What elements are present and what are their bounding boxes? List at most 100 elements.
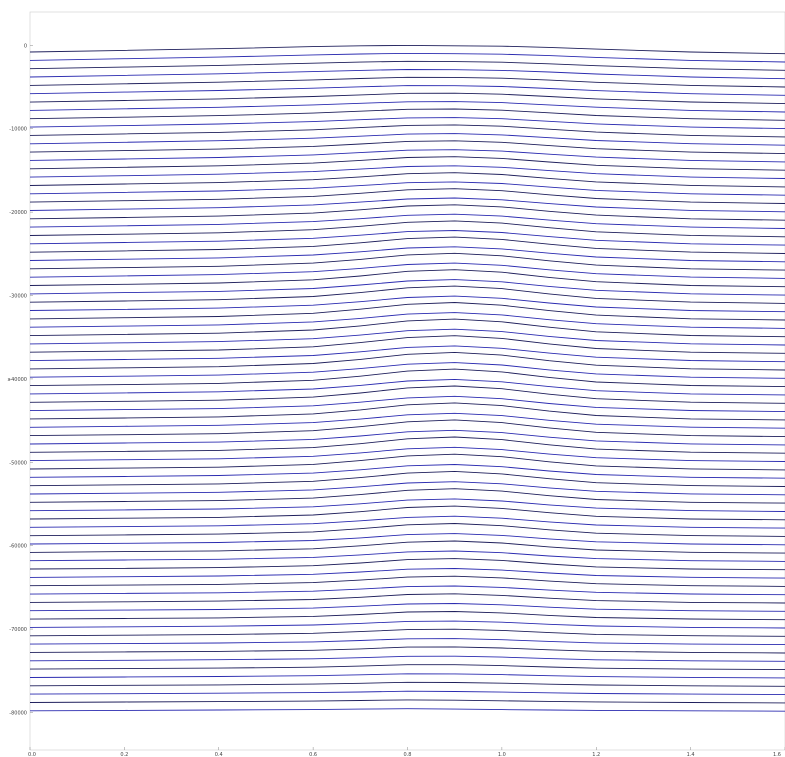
series-line-16 bbox=[29, 165, 785, 179]
series-line-52 bbox=[29, 464, 785, 479]
series-line-72 bbox=[29, 638, 785, 646]
series-line-40 bbox=[29, 362, 785, 379]
series-line-22 bbox=[29, 213, 785, 229]
series-line-20 bbox=[29, 197, 785, 213]
series-line-44 bbox=[29, 395, 785, 413]
series-line-45 bbox=[29, 402, 785, 421]
series-line-70 bbox=[29, 620, 785, 629]
series-line-10 bbox=[29, 117, 785, 130]
series-line-41 bbox=[29, 368, 785, 388]
series-line-1 bbox=[29, 44, 785, 55]
x-axis: 0.0 0.2 0.4 0.6 0.8 1.0 1.2 1.4 1.6 bbox=[28, 747, 785, 757]
series-line-31 bbox=[29, 285, 785, 304]
y-tick-label-3: -30000 bbox=[9, 294, 27, 300]
y-tick-label-6: -60000 bbox=[9, 544, 27, 550]
series-line-71 bbox=[29, 628, 785, 637]
y-tick-label-1: -10000 bbox=[9, 127, 27, 133]
series-line-77 bbox=[29, 681, 785, 687]
series-line-59 bbox=[29, 523, 785, 537]
series-line-64 bbox=[29, 568, 785, 579]
series-line-26 bbox=[29, 246, 785, 263]
x-tick-label-6: 1.2 bbox=[592, 752, 600, 757]
series-line-51 bbox=[29, 453, 785, 471]
y-tick-label-7: -70000 bbox=[9, 627, 27, 633]
series-line-47 bbox=[29, 419, 785, 438]
series-line-50 bbox=[29, 446, 785, 462]
series-line-49 bbox=[29, 436, 785, 454]
series-line-38 bbox=[29, 345, 785, 363]
x-tick-label-0: 0.0 bbox=[28, 752, 36, 757]
series-line-39 bbox=[29, 351, 785, 371]
series-line-76 bbox=[29, 673, 785, 679]
y-tick-label-2: -20000 bbox=[9, 210, 27, 216]
series-line-2 bbox=[29, 52, 785, 63]
series-line-73 bbox=[29, 646, 785, 654]
series-lines bbox=[29, 44, 785, 712]
series-line-5 bbox=[29, 76, 785, 88]
series-line-32 bbox=[29, 295, 785, 313]
series-line-65 bbox=[29, 575, 785, 587]
series-line-24 bbox=[29, 230, 785, 246]
series-line-42 bbox=[29, 378, 785, 396]
series-line-80 bbox=[29, 708, 785, 712]
series-line-27 bbox=[29, 252, 785, 271]
series-line-66 bbox=[29, 585, 785, 596]
series-line-57 bbox=[29, 505, 785, 521]
series-line-23 bbox=[29, 220, 785, 238]
y-tick-label-8: -80000 bbox=[9, 710, 27, 716]
series-line-69 bbox=[29, 611, 785, 621]
series-line-14 bbox=[29, 149, 785, 163]
series-line-30 bbox=[29, 279, 785, 296]
series-line-36 bbox=[29, 328, 785, 346]
series-line-37 bbox=[29, 335, 785, 354]
series-line-13 bbox=[29, 140, 785, 155]
series-line-17 bbox=[29, 172, 785, 188]
series-line-25 bbox=[29, 236, 785, 254]
x-tick-label-2: 0.4 bbox=[215, 752, 223, 757]
y-tick-label-4: -40000 bbox=[9, 377, 27, 383]
y-axis: 0 -10000 -20000 -30000 -40000 -50000 -60000 -70… bbox=[9, 43, 33, 716]
series-line-75 bbox=[29, 664, 785, 671]
series-line-61 bbox=[29, 540, 785, 554]
series-line-7 bbox=[29, 92, 785, 105]
series-line-9 bbox=[29, 108, 785, 121]
x-tick-label-7: 1.4 bbox=[687, 752, 695, 757]
series-line-46 bbox=[29, 412, 785, 429]
series-line-48 bbox=[29, 429, 785, 446]
series-line-63 bbox=[29, 558, 785, 571]
series-line-34 bbox=[29, 312, 785, 329]
x-tick-label-1: 0.2 bbox=[120, 752, 128, 757]
x-tick-label-8: 1.6 bbox=[773, 752, 781, 757]
series-line-56 bbox=[29, 498, 785, 512]
series-line-43 bbox=[29, 385, 785, 404]
y-tick-label-0: 0 bbox=[24, 43, 27, 49]
series-line-53 bbox=[29, 470, 785, 487]
series-line-54 bbox=[29, 481, 785, 496]
series-line-29 bbox=[29, 269, 785, 288]
series-line-35 bbox=[29, 318, 785, 338]
series-line-15 bbox=[29, 156, 785, 171]
series-line-79 bbox=[29, 699, 785, 704]
x-tick-label-3: 0.6 bbox=[309, 752, 317, 757]
series-line-58 bbox=[29, 515, 785, 529]
x-tick-label-4: 0.8 bbox=[404, 752, 412, 757]
series-line-62 bbox=[29, 550, 785, 562]
series-line-33 bbox=[29, 302, 785, 321]
y-axis-label: x bbox=[8, 377, 11, 383]
series-line-28 bbox=[29, 262, 785, 279]
series-line-67 bbox=[29, 593, 785, 604]
series-line-60 bbox=[29, 533, 785, 546]
series-line-74 bbox=[29, 655, 785, 662]
series-line-21 bbox=[29, 204, 785, 221]
series-line-19 bbox=[29, 188, 785, 204]
series-line-6 bbox=[29, 85, 785, 96]
x-tick-label-5: 1.0 bbox=[498, 752, 506, 757]
series-line-18 bbox=[29, 181, 785, 196]
series-line-4 bbox=[29, 69, 785, 80]
series-line-3 bbox=[29, 60, 785, 71]
series-line-78 bbox=[29, 690, 785, 696]
series-line-11 bbox=[29, 124, 785, 138]
series-line-12 bbox=[29, 133, 785, 146]
series-line-55 bbox=[29, 488, 785, 504]
